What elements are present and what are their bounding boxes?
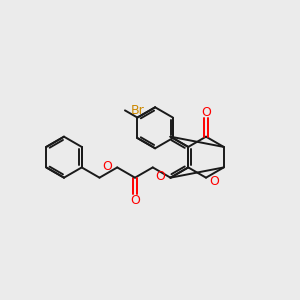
- Text: O: O: [130, 194, 140, 207]
- Text: O: O: [102, 160, 112, 173]
- Text: O: O: [201, 106, 211, 118]
- Text: O: O: [209, 175, 219, 188]
- Text: Br: Br: [131, 104, 145, 117]
- Text: O: O: [155, 170, 165, 183]
